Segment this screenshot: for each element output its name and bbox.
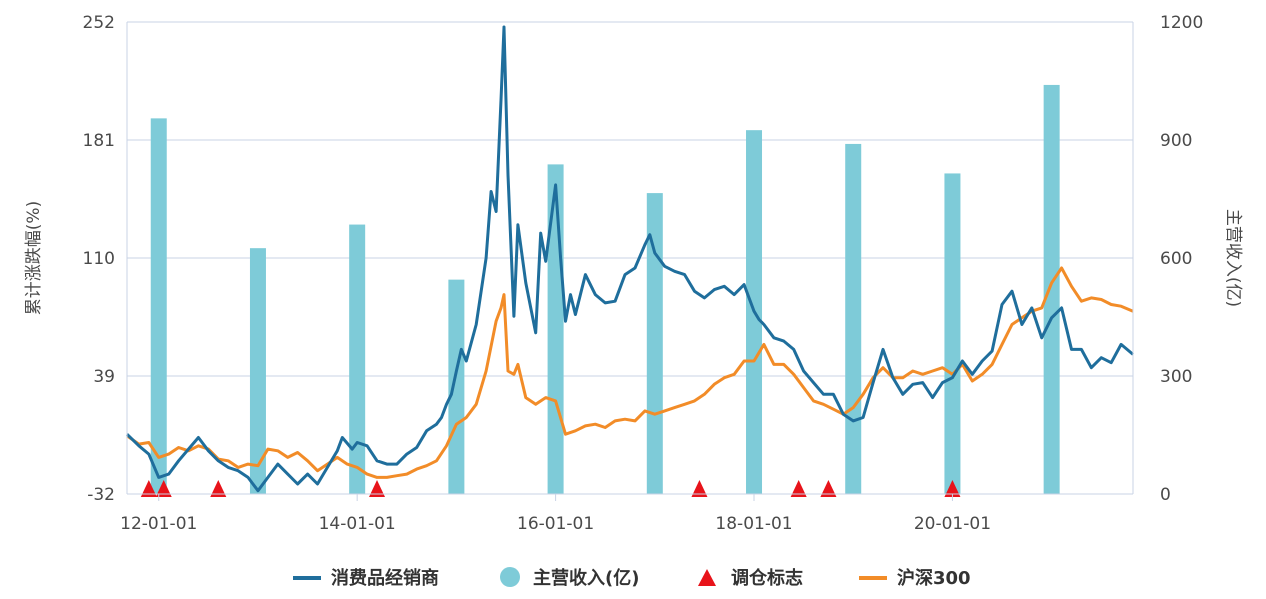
revenue-bar[interactable]	[845, 143, 862, 494]
revenue-bar[interactable]	[150, 118, 167, 494]
rebalance-marker[interactable]	[691, 480, 708, 497]
legend-item-revenue[interactable]: 主营收入(亿)	[500, 567, 639, 589]
legend-label-marker: 调仓标志	[731, 567, 803, 589]
right-tick-label: 0	[1160, 485, 1171, 505]
rebalance-marker[interactable]	[944, 480, 961, 497]
rebalance-marker[interactable]	[155, 480, 172, 497]
x-tick-label: 12-01-01	[120, 514, 197, 534]
rebalance-marker[interactable]	[790, 480, 807, 497]
left-tick-label: 39	[93, 367, 115, 387]
x-tick-labels: 12-01-01 14-01-01 16-01-01 18-01-01 20-01-01	[120, 494, 991, 534]
rebalance-marker[interactable]	[210, 480, 227, 497]
legend-dot-revenue	[500, 567, 520, 587]
revenue-bars	[150, 84, 1060, 495]
legend: 消费品经销商 主营收入(亿) 调仓标志 沪深300	[293, 567, 971, 589]
legend-label-dealer: 消费品经销商	[331, 567, 439, 589]
legend-triangle-marker	[698, 569, 716, 586]
revenue-bar[interactable]	[349, 224, 366, 495]
x-tick-label: 16-01-01	[517, 514, 594, 534]
left-tick-labels: 252 181 110 39 -32	[83, 13, 115, 505]
series-lines	[125, 25, 1134, 493]
revenue-bar[interactable]	[547, 164, 564, 495]
left-tick-label: -32	[87, 485, 115, 505]
right-tick-labels: 1200 900 600 300 0	[1160, 13, 1203, 505]
right-tick-label: 1200	[1160, 13, 1203, 33]
left-tick-label: 110	[83, 249, 115, 269]
legend-item-dealer[interactable]: 消费品经销商	[293, 567, 439, 589]
legend-item-marker[interactable]: 调仓标志	[698, 567, 803, 589]
rebalance-markers	[140, 480, 961, 497]
left-axis-title: 累计涨跌幅(%)	[24, 201, 44, 315]
legend-label-hs300: 沪深300	[897, 567, 971, 589]
legend-item-hs300[interactable]: 沪深300	[859, 567, 971, 589]
rebalance-marker[interactable]	[369, 480, 386, 497]
revenue-bar[interactable]	[944, 173, 961, 494]
right-tick-label: 600	[1160, 249, 1192, 269]
right-axis-title: 主营收入(亿)	[1223, 209, 1243, 307]
revenue-bar[interactable]	[1043, 84, 1060, 494]
revenue-bar[interactable]	[249, 248, 266, 494]
revenue-bar[interactable]	[448, 279, 465, 494]
legend-label-revenue: 主营收入(亿)	[533, 567, 639, 589]
right-tick-label: 900	[1160, 131, 1192, 151]
right-tick-label: 300	[1160, 367, 1192, 387]
left-tick-label: 181	[83, 131, 115, 151]
left-tick-label: 252	[83, 13, 115, 33]
x-tick-label: 18-01-01	[715, 514, 792, 534]
dealer-line[interactable]	[125, 25, 1134, 493]
x-tick-label: 20-01-01	[914, 514, 991, 534]
rebalance-marker[interactable]	[140, 480, 157, 497]
axes	[126, 22, 1134, 495]
x-tick-label: 14-01-01	[319, 514, 396, 534]
grid-lines	[127, 21, 1133, 377]
rebalance-marker[interactable]	[820, 480, 837, 497]
revenue-bar[interactable]	[646, 193, 663, 494]
